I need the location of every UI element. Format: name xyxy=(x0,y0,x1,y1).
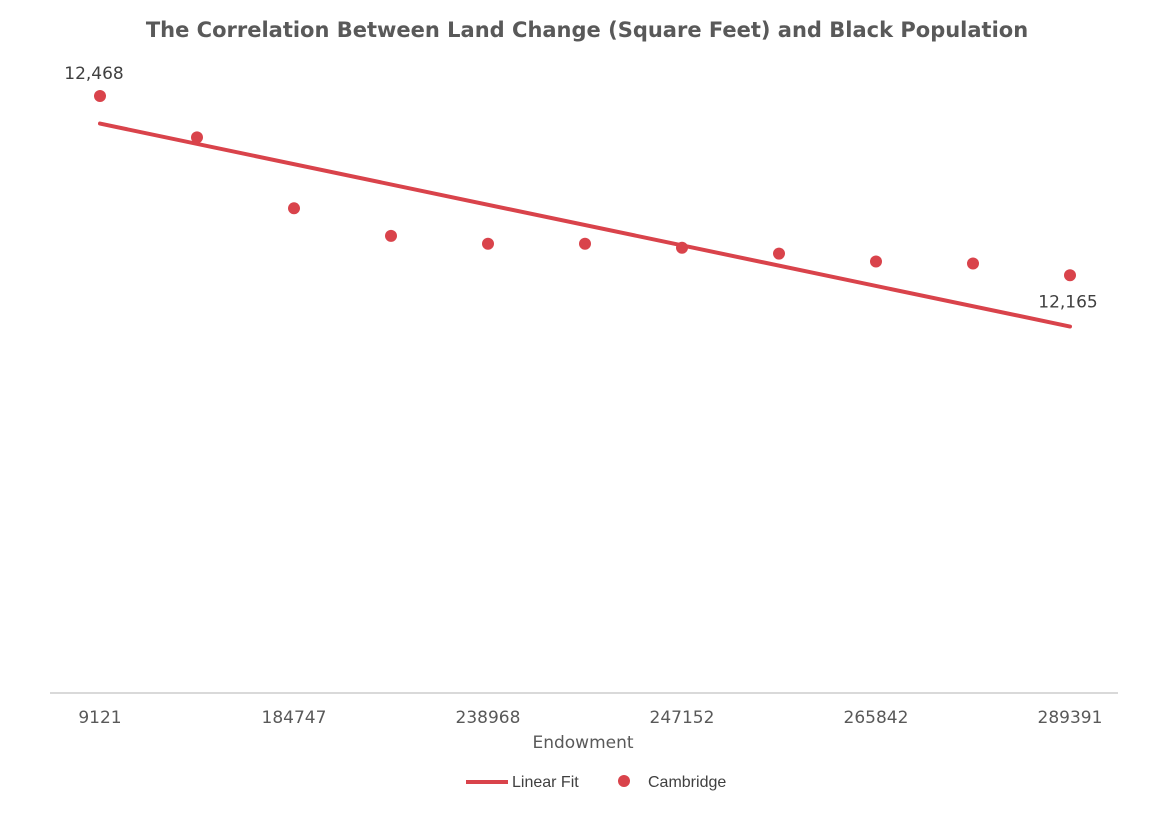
cambridge-point xyxy=(191,131,203,144)
linear-fit-line xyxy=(98,121,1072,329)
x-tick-label: 265842 xyxy=(844,708,909,728)
x-tick-label: 184747 xyxy=(262,708,327,728)
cambridge-point xyxy=(579,237,591,250)
cambridge-point xyxy=(1064,269,1076,282)
data-labels: 12,468 12,165 xyxy=(64,64,1097,312)
data-label: 12,468 xyxy=(64,64,123,84)
cambridge-point xyxy=(773,247,785,260)
linear-fit-series xyxy=(98,121,1072,329)
cambridge-point xyxy=(385,229,397,242)
legend-label-cambridge: Cambridge xyxy=(648,774,726,791)
cambridge-point xyxy=(967,257,979,270)
cambridge-point xyxy=(288,202,300,215)
cambridge-point xyxy=(676,241,688,254)
x-tick-label: 238968 xyxy=(456,708,521,728)
data-label: 12,165 xyxy=(1038,292,1097,312)
cambridge-point xyxy=(870,255,882,268)
x-tick-labels: 9121 184747 238968 247152 265842 289391 xyxy=(78,708,1102,728)
legend-label-linear-fit: Linear Fit xyxy=(512,774,579,791)
x-tick-label: 247152 xyxy=(650,708,715,728)
legend-swatch-cambridge xyxy=(618,775,630,787)
cambridge-point xyxy=(94,90,106,102)
cambridge-point xyxy=(482,237,494,250)
x-tick-label: 289391 xyxy=(1038,708,1103,728)
legend: Linear Fit Cambridge xyxy=(466,774,726,791)
chart-title: The Correlation Between Land Change (Squ… xyxy=(146,18,1028,42)
x-tick-label: 9121 xyxy=(78,708,121,728)
cambridge-series xyxy=(94,90,1076,282)
x-axis-label: Endowment xyxy=(532,733,633,753)
